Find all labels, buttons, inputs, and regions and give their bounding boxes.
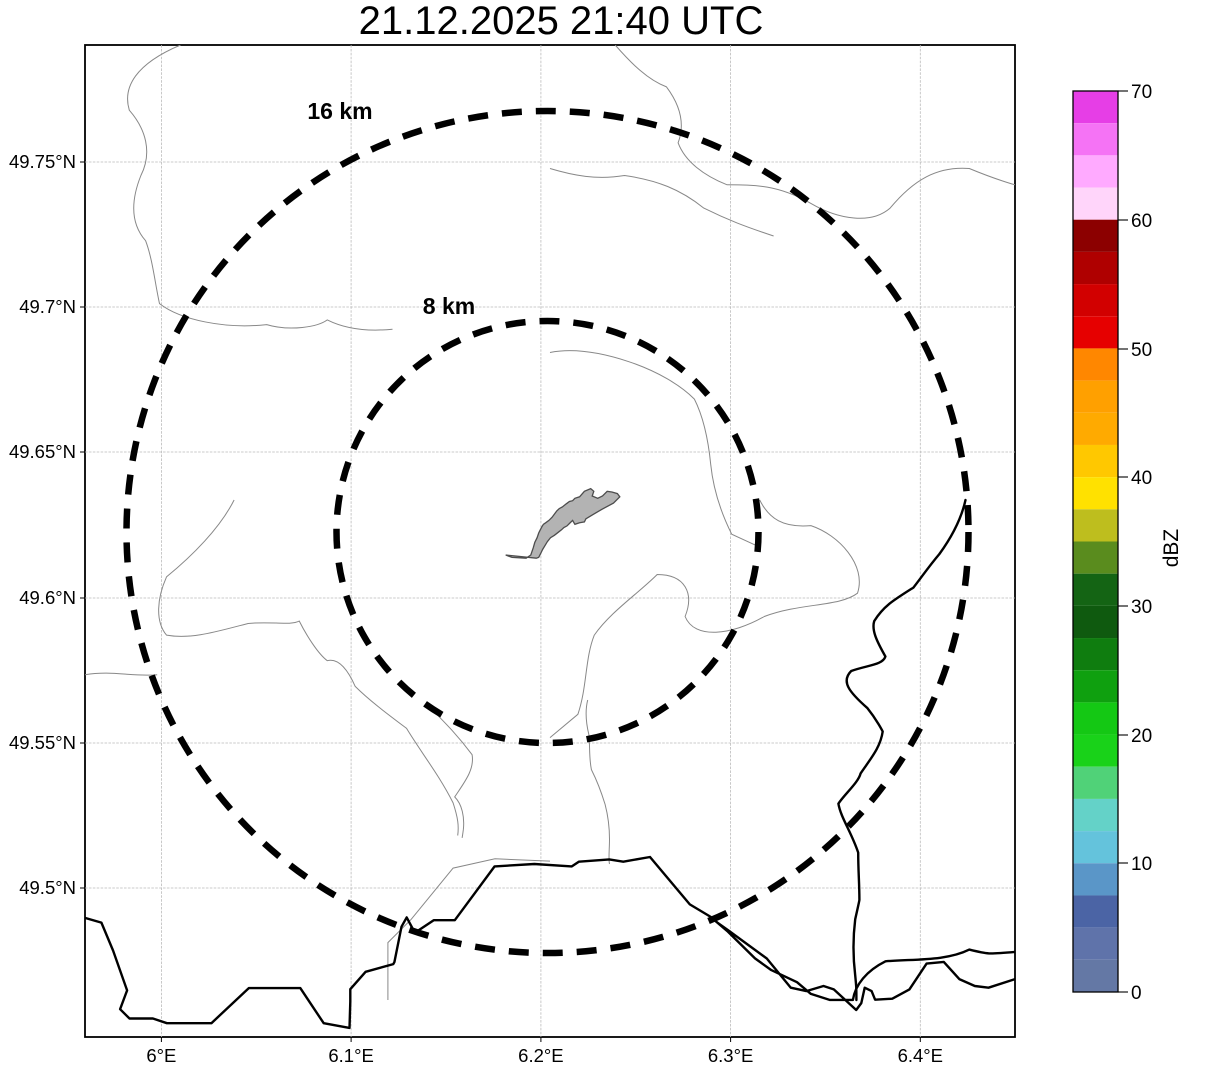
- svg-text:49.6°N: 49.6°N: [19, 587, 76, 608]
- svg-text:49.7°N: 49.7°N: [19, 296, 76, 317]
- svg-text:49.55°N: 49.55°N: [9, 732, 76, 753]
- svg-text:20: 20: [1131, 726, 1152, 747]
- svg-text:40: 40: [1131, 468, 1152, 489]
- svg-text:6.2°E: 6.2°E: [518, 1045, 563, 1066]
- svg-text:30: 30: [1131, 597, 1152, 618]
- svg-text:49.75°N: 49.75°N: [9, 151, 76, 172]
- svg-text:21.12.2025 21:40 UTC: 21.12.2025 21:40 UTC: [359, 0, 764, 43]
- svg-text:6.4°E: 6.4°E: [898, 1045, 943, 1066]
- svg-text:16 km: 16 km: [307, 98, 372, 124]
- svg-text:60: 60: [1131, 211, 1152, 232]
- svg-text:8 km: 8 km: [423, 293, 475, 319]
- svg-text:49.65°N: 49.65°N: [9, 441, 76, 462]
- svg-text:6.1°E: 6.1°E: [328, 1045, 373, 1066]
- svg-text:49.5°N: 49.5°N: [19, 877, 76, 898]
- svg-text:6°E: 6°E: [146, 1045, 176, 1066]
- svg-text:50: 50: [1131, 340, 1152, 361]
- svg-text:0: 0: [1131, 983, 1142, 1004]
- svg-text:6.3°E: 6.3°E: [708, 1045, 753, 1066]
- svg-text:70: 70: [1131, 82, 1152, 103]
- svg-text:10: 10: [1131, 854, 1152, 875]
- svg-text:dBZ: dBZ: [1160, 529, 1183, 568]
